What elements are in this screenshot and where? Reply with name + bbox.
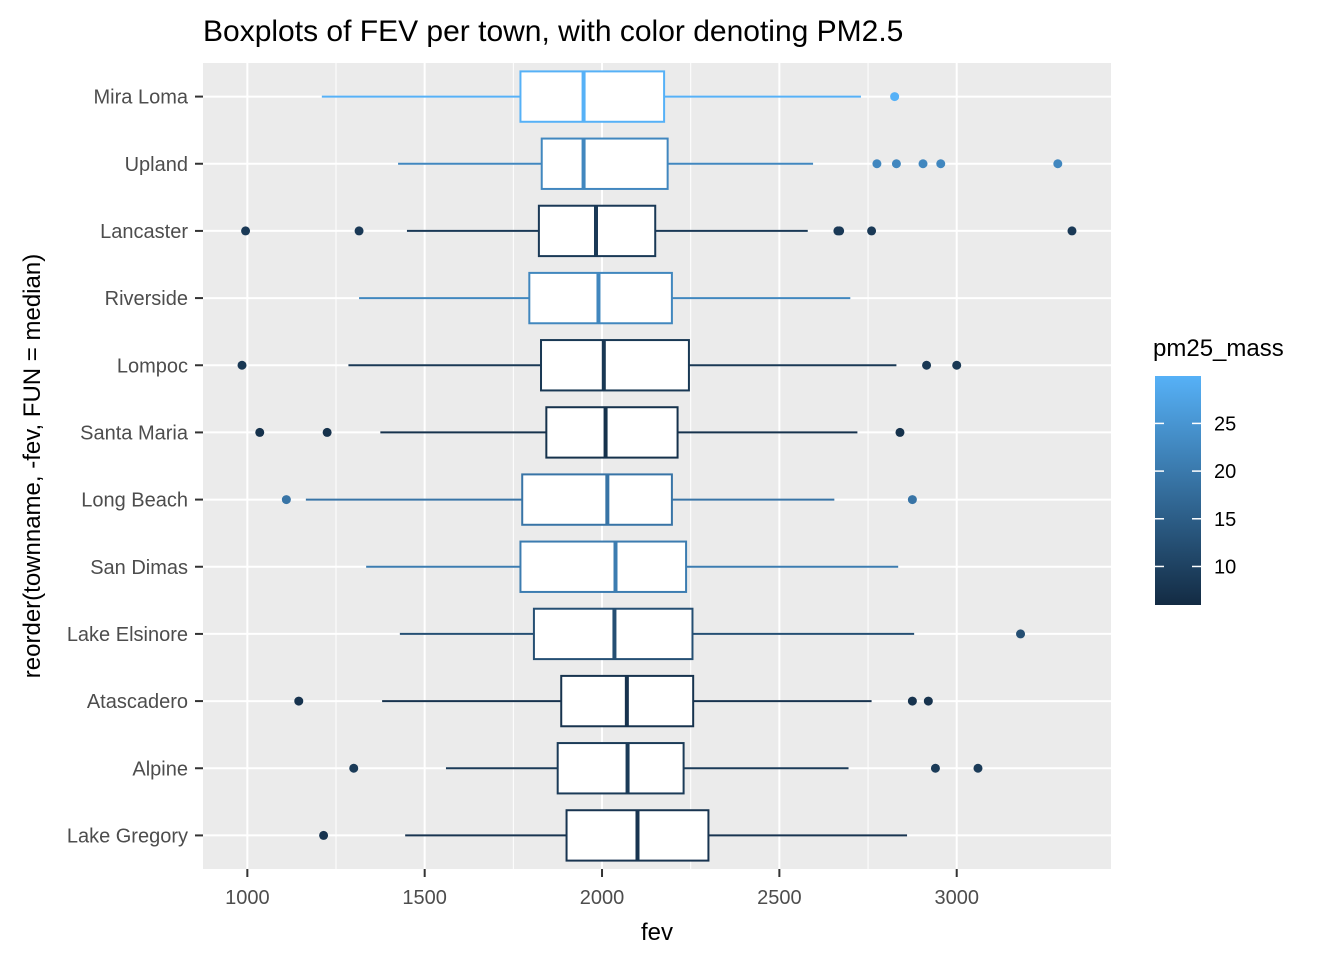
outlier-point: [930, 763, 940, 773]
boxplot-lancaster: [241, 204, 1077, 258]
box-iqr: [540, 137, 669, 190]
x-axis-title: fev: [641, 919, 673, 946]
legend-tick-label: 25: [1214, 413, 1236, 435]
outlier-point: [1053, 159, 1063, 169]
box-iqr: [545, 406, 679, 459]
legend-tick-label: 20: [1214, 461, 1236, 483]
y-tick-label: Mira Loma: [94, 87, 189, 109]
boxplot-series: [237, 70, 1077, 862]
outlier-point: [918, 159, 928, 169]
boxplot-santa-maria: [255, 406, 905, 459]
outlier-point: [281, 495, 291, 505]
legend-tick-label: 10: [1214, 556, 1236, 578]
y-tick-label: Upland: [125, 154, 188, 176]
y-tick-label: Lake Gregory: [67, 825, 188, 847]
outlier-point: [907, 495, 917, 505]
outlier-point: [1016, 629, 1026, 639]
legend-title: pm25_mass: [1153, 335, 1284, 362]
outlier-point: [1067, 226, 1077, 236]
x-tick-label: 1000: [225, 887, 270, 909]
x-tick-label: 1500: [402, 887, 447, 909]
boxplot-lompoc: [237, 339, 962, 392]
outlier-point: [922, 360, 932, 370]
box-iqr: [556, 742, 685, 795]
outlier-point: [322, 427, 332, 437]
boxplot-lake-gregory: [319, 809, 908, 862]
boxplot-long-beach: [281, 473, 917, 526]
y-tick-label: Riverside: [105, 288, 188, 310]
y-tick-label: Lake Elsinore: [67, 624, 188, 646]
boxplot-atascadero: [294, 674, 933, 728]
outlier-point: [349, 763, 359, 773]
y-tick-label: Alpine: [132, 758, 188, 780]
chart-title: Boxplots of FEV per town, with color den…: [203, 15, 903, 48]
plot-panel: [203, 63, 1111, 869]
y-axis: Mira Loma Upland Lancaster Riverside Lompoc S…: [67, 87, 203, 847]
boxplot-san-dimas: [366, 540, 899, 593]
x-tick-label: 3000: [934, 887, 979, 909]
legend-ticks: 10 15 20 25: [1155, 413, 1236, 578]
boxplot-lake-elsinore: [399, 607, 1026, 661]
box-iqr: [519, 540, 688, 593]
x-tick-label: 2000: [580, 887, 625, 909]
outlier-point: [890, 92, 900, 102]
y-tick-label: Santa Maria: [80, 422, 189, 444]
outlier-point: [872, 159, 882, 169]
outlier-point: [891, 159, 901, 169]
outlier-point: [952, 360, 962, 370]
boxplot-upland: [398, 137, 1063, 190]
y-tick-label: Lancaster: [100, 221, 188, 243]
x-tick-label: 2500: [757, 887, 802, 909]
box-iqr: [521, 473, 673, 526]
outlier-point: [241, 226, 251, 236]
outlier-point: [936, 159, 946, 169]
y-axis-title: reorder(townname, -fev, FUN = median): [19, 254, 46, 678]
legend-tick-label: 15: [1214, 509, 1236, 531]
y-tick-label: Long Beach: [81, 490, 188, 512]
outlier-point: [294, 696, 304, 706]
boxplot-mira-loma: [321, 70, 900, 123]
boxplot-alpine: [349, 742, 983, 795]
color-legend: pm25_mass 10 15 20 25: [1153, 335, 1284, 605]
outlier-point: [907, 696, 917, 706]
outlier-point: [895, 427, 905, 437]
y-tick-label: San Dimas: [90, 557, 188, 579]
boxplot-riverside: [359, 271, 851, 325]
box-iqr: [540, 339, 690, 392]
outlier-point: [237, 360, 247, 370]
outlier-point: [867, 226, 877, 236]
legend-colorbar: [1155, 376, 1201, 605]
outlier-point: [319, 830, 329, 840]
outlier-point: [255, 427, 265, 437]
y-tick-label: Atascadero: [87, 691, 188, 713]
x-axis: 1000 1500 2000 2500 3000: [225, 869, 979, 909]
outlier-point: [835, 226, 845, 236]
outlier-point: [354, 226, 364, 236]
outlier-point: [973, 763, 983, 773]
y-tick-label: Lompoc: [117, 355, 188, 377]
box-iqr: [519, 70, 666, 123]
box-iqr: [528, 271, 673, 325]
outlier-point: [923, 696, 933, 706]
